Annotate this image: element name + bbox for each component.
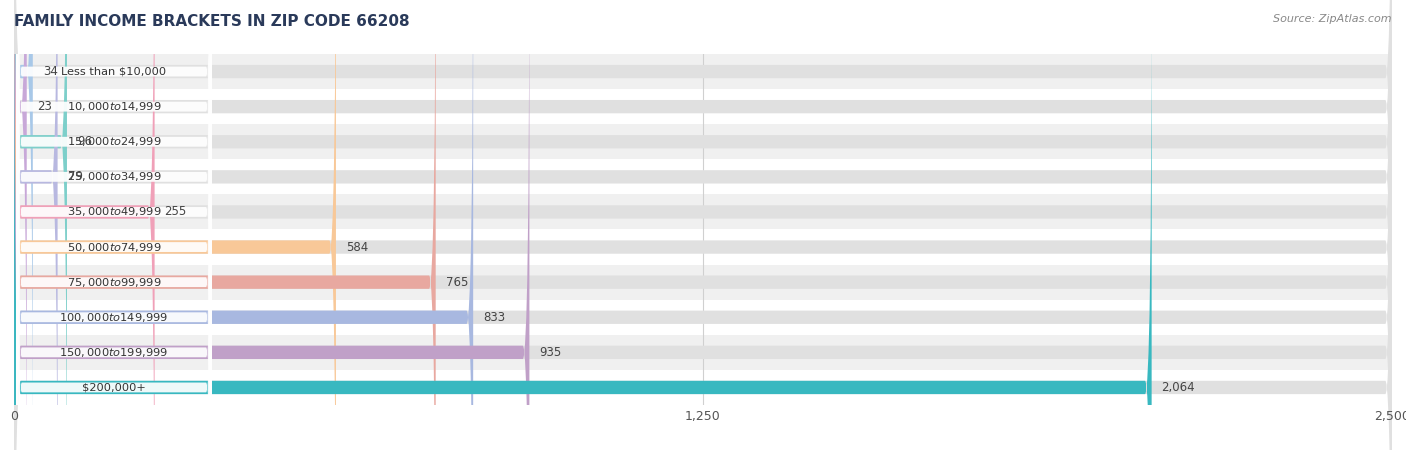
- Text: $35,000 to $49,999: $35,000 to $49,999: [66, 206, 162, 218]
- FancyBboxPatch shape: [14, 0, 1392, 450]
- Text: Source: ZipAtlas.com: Source: ZipAtlas.com: [1274, 14, 1392, 23]
- Text: $150,000 to $199,999: $150,000 to $199,999: [59, 346, 169, 359]
- FancyBboxPatch shape: [14, 0, 58, 450]
- FancyBboxPatch shape: [14, 0, 1392, 450]
- Bar: [14, 159, 1392, 194]
- Text: Less than $10,000: Less than $10,000: [62, 67, 166, 76]
- Text: 23: 23: [37, 100, 52, 113]
- FancyBboxPatch shape: [14, 0, 1392, 450]
- Bar: [14, 194, 1392, 230]
- Text: $10,000 to $14,999: $10,000 to $14,999: [66, 100, 162, 113]
- FancyBboxPatch shape: [17, 0, 212, 450]
- FancyBboxPatch shape: [14, 0, 1392, 450]
- FancyBboxPatch shape: [14, 0, 155, 450]
- Bar: [14, 370, 1392, 405]
- FancyBboxPatch shape: [14, 0, 1392, 450]
- FancyBboxPatch shape: [14, 0, 1392, 450]
- Bar: [14, 54, 1392, 89]
- Text: 833: 833: [484, 311, 505, 324]
- Text: 935: 935: [540, 346, 561, 359]
- FancyBboxPatch shape: [14, 0, 436, 450]
- FancyBboxPatch shape: [14, 0, 1152, 450]
- FancyBboxPatch shape: [14, 0, 474, 450]
- FancyBboxPatch shape: [17, 0, 212, 450]
- Bar: [14, 89, 1392, 124]
- FancyBboxPatch shape: [17, 0, 212, 450]
- Text: $75,000 to $99,999: $75,000 to $99,999: [66, 276, 162, 288]
- Text: FAMILY INCOME BRACKETS IN ZIP CODE 66208: FAMILY INCOME BRACKETS IN ZIP CODE 66208: [14, 14, 409, 28]
- Text: $50,000 to $74,999: $50,000 to $74,999: [66, 241, 162, 253]
- FancyBboxPatch shape: [17, 41, 212, 450]
- FancyBboxPatch shape: [17, 0, 212, 450]
- Bar: [14, 124, 1392, 159]
- FancyBboxPatch shape: [14, 0, 336, 450]
- Text: 34: 34: [42, 65, 58, 78]
- FancyBboxPatch shape: [17, 0, 212, 450]
- Text: 96: 96: [77, 135, 91, 148]
- Text: 79: 79: [67, 171, 83, 183]
- FancyBboxPatch shape: [17, 6, 212, 450]
- Text: 584: 584: [346, 241, 368, 253]
- FancyBboxPatch shape: [17, 0, 212, 450]
- Text: 2,064: 2,064: [1161, 381, 1195, 394]
- Bar: [14, 300, 1392, 335]
- FancyBboxPatch shape: [14, 0, 1392, 450]
- Bar: [14, 335, 1392, 370]
- Text: $100,000 to $149,999: $100,000 to $149,999: [59, 311, 169, 324]
- FancyBboxPatch shape: [14, 0, 1392, 450]
- Text: $25,000 to $34,999: $25,000 to $34,999: [66, 171, 162, 183]
- Text: 765: 765: [446, 276, 468, 288]
- Bar: [14, 265, 1392, 300]
- FancyBboxPatch shape: [14, 0, 1392, 450]
- FancyBboxPatch shape: [14, 0, 1392, 450]
- FancyBboxPatch shape: [14, 0, 530, 450]
- Text: $200,000+: $200,000+: [82, 382, 146, 392]
- FancyBboxPatch shape: [14, 0, 67, 450]
- FancyBboxPatch shape: [17, 0, 212, 418]
- Bar: [14, 230, 1392, 265]
- FancyBboxPatch shape: [14, 0, 32, 450]
- FancyBboxPatch shape: [14, 0, 27, 450]
- Text: 255: 255: [165, 206, 187, 218]
- Text: $15,000 to $24,999: $15,000 to $24,999: [66, 135, 162, 148]
- FancyBboxPatch shape: [17, 0, 212, 450]
